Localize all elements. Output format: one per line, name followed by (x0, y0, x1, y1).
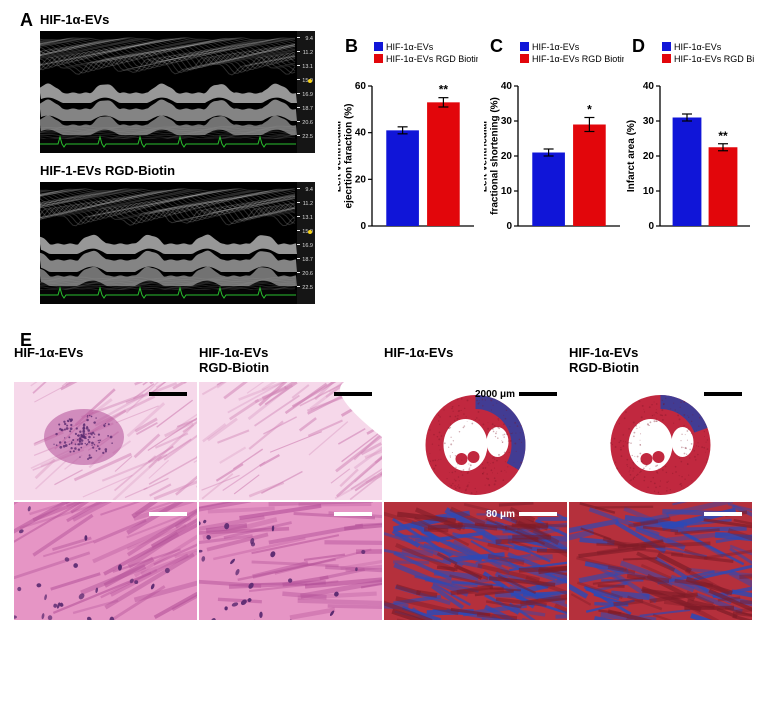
svg-text:**: ** (439, 83, 449, 97)
histology-tile-1 (199, 382, 382, 500)
chart-d: HIF-1α-EVs HIF-1α-EVs RGD Biotin 0 10 20 30 40… (626, 38, 756, 232)
tile-3 (569, 382, 752, 500)
svg-text:Infarct area (%): Infarct area (%) (626, 120, 637, 192)
tile-1 (199, 382, 382, 500)
histology-tile-4 (14, 502, 197, 620)
svg-text:13.1: 13.1 (302, 215, 313, 221)
svg-text:20: 20 (501, 151, 513, 162)
svg-text:80 μm: 80 μm (486, 509, 515, 520)
histology-tile-3 (569, 382, 752, 500)
svg-text:*: * (587, 103, 592, 117)
svg-text:60: 60 (355, 81, 367, 92)
tile-2: 2000 μm (384, 382, 567, 500)
svg-text:20.6: 20.6 (302, 120, 313, 126)
svg-text:11.2: 11.2 (303, 50, 313, 56)
panel-e: HIF-1α-EVsHIF-1α-EVsRGD-BiotinHIF-1α-EVs… (14, 338, 755, 622)
svg-text:9.4: 9.4 (305, 36, 313, 42)
svg-text:0: 0 (648, 221, 654, 232)
tile-4 (14, 502, 197, 620)
svg-text:20: 20 (355, 174, 367, 185)
panel-e-header-2: HIF-1α-EVs (384, 346, 569, 376)
svg-text:fractional shortening (%): fractional shortening (%) (490, 97, 501, 215)
svg-text:ejecrtion faraction (%): ejecrtion faraction (%) (344, 103, 355, 208)
histology-tile-0 (14, 382, 197, 500)
svg-text:22.5: 22.5 (302, 134, 313, 140)
svg-text:9.4: 9.4 (305, 187, 313, 193)
echo-block: HIF-1α-EVs 9.411.213.115.016.918.720.622… (40, 10, 315, 304)
chart-b: HIF-1α-EVsHIF-1α-EVs RGD Biotin0204060Le… (338, 38, 478, 232)
svg-text:0: 0 (506, 221, 512, 232)
histology-tile-7 (569, 502, 752, 620)
echocardiogram-2: 9.411.213.115.016.918.720.622.5 (40, 182, 315, 304)
tile-6: 80 μm (384, 502, 567, 620)
svg-text:22.5: 22.5 (302, 285, 313, 291)
tile-5 (199, 502, 382, 620)
svg-text:HIF-1α-EVs: HIF-1α-EVs (532, 42, 580, 52)
svg-text:18.7: 18.7 (302, 257, 313, 263)
svg-text:30: 30 (501, 116, 513, 127)
tile-7 (569, 502, 752, 620)
svg-text:40: 40 (643, 81, 655, 92)
svg-text:HIF-1α-EVs: HIF-1α-EVs (386, 42, 434, 52)
svg-text:16.9: 16.9 (302, 92, 313, 98)
svg-text:**: ** (718, 129, 728, 143)
svg-text:20.6: 20.6 (302, 271, 313, 277)
tile-0 (14, 382, 197, 500)
echocardiogram-1: 9.411.213.115.016.918.720.622.5 (40, 31, 315, 153)
svg-text:40: 40 (501, 81, 513, 92)
svg-text:10: 10 (501, 186, 513, 197)
svg-text:13.1: 13.1 (302, 64, 313, 70)
svg-text:HIF-1α-EVs RGD Biotin: HIF-1α-EVs RGD Biotin (386, 54, 478, 64)
svg-text:20: 20 (643, 151, 655, 162)
svg-text:18.7: 18.7 (302, 106, 313, 112)
svg-text:HIF-1α-EVs RGD Biotin: HIF-1α-EVs RGD Biotin (674, 54, 754, 64)
panel-e-header-1: HIF-1α-EVsRGD-Biotin (199, 346, 384, 376)
echo-title-2: HIF-1-EVs RGD-Biotin (40, 163, 315, 178)
chart-c: HIF-1α-EVs HIF-1α-EVs RGD Biotin 0 10 20 30 40… (484, 38, 624, 232)
figure-root: A B C D HIF-1α-EVs 9.411.213.115.016.918… (10, 10, 755, 622)
svg-text:10: 10 (643, 186, 655, 197)
svg-text:11.2: 11.2 (303, 201, 313, 207)
histology-tile-6: 80 μm (384, 502, 567, 620)
panel-e-header-0: HIF-1α-EVs (14, 346, 199, 376)
svg-text:HIF-1α-EVs RGD Biotin: HIF-1α-EVs RGD Biotin (532, 54, 624, 64)
histology-grid: 2000 μm 80 μm (14, 382, 754, 622)
panel-e-header-3: HIF-1α-EVsRGD-Biotin (569, 346, 754, 376)
svg-text:30: 30 (643, 116, 655, 127)
svg-text:0: 0 (360, 221, 366, 232)
svg-text:2000 μm: 2000 μm (475, 389, 515, 400)
panel-e-headers: HIF-1α-EVsHIF-1α-EVsRGD-BiotinHIF-1α-EVs… (14, 346, 755, 376)
histology-tile-2: 2000 μm (384, 382, 567, 500)
top-row: HIF-1α-EVs 9.411.213.115.016.918.720.622… (10, 10, 755, 330)
histology-tile-5 (199, 502, 382, 620)
echo-title-1: HIF-1α-EVs (40, 12, 315, 27)
svg-text:HIF-1α-EVs: HIF-1α-EVs (674, 42, 722, 52)
svg-text:16.9: 16.9 (302, 243, 313, 249)
svg-text:40: 40 (355, 128, 367, 139)
